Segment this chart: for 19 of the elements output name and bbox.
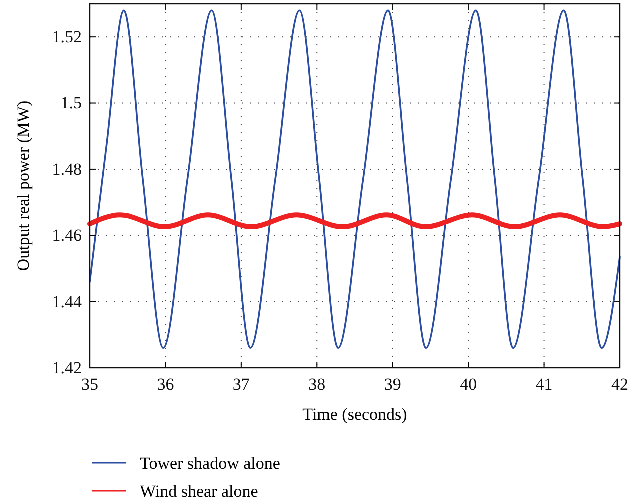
y-tick-label: 1.52 [52,28,82,47]
legend-label: Wind shear alone [140,482,258,501]
x-tick-label: 40 [460,375,478,394]
y-tick-label: 1.42 [52,358,82,378]
y-axis-title: Output real power (MW) [14,100,33,272]
line-series [89,10,621,350]
x-tick-label: 37 [232,375,250,394]
x-axis-title: Time (seconds) [302,405,408,424]
x-tick-label: 41 [536,375,553,394]
x-tick-label: 38 [308,375,326,394]
x-tick-label: 35 [82,375,98,394]
y-tick-label: 1.5 [60,94,82,113]
x-tick-label: 42 [612,375,628,394]
y-tick-label: 1.46 [52,226,82,246]
x-tick-label: 36 [157,375,174,394]
legend-label: Tower shadow alone [140,454,280,473]
y-tick-label: 1.48 [52,160,82,179]
y-tick-label: 1.44 [52,292,82,312]
x-tick-label: 39 [384,375,402,394]
